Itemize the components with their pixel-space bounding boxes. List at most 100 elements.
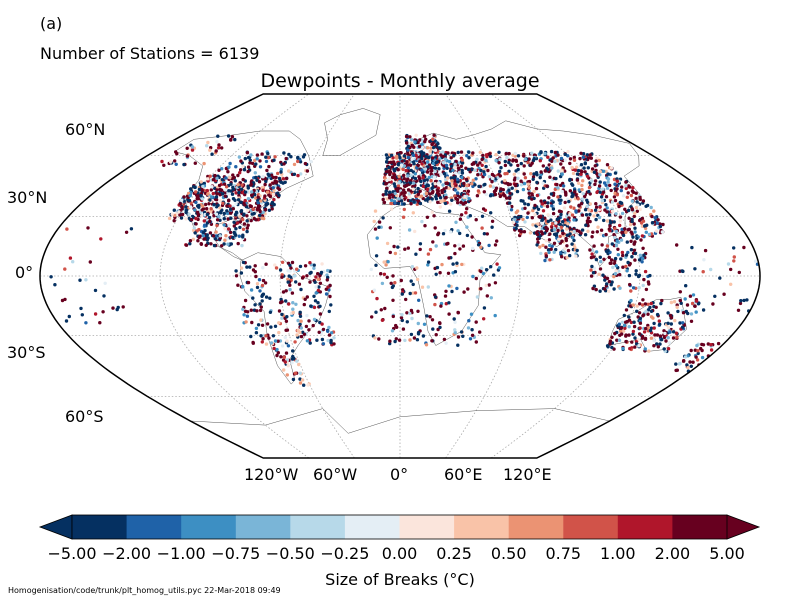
station-marker — [242, 168, 247, 172]
station-marker — [631, 286, 636, 290]
station-marker — [194, 200, 198, 205]
station-marker — [453, 182, 457, 186]
station-marker — [234, 274, 239, 278]
station-marker — [452, 175, 456, 180]
station-marker — [272, 188, 276, 193]
station-marker — [206, 140, 210, 145]
station-marker — [407, 192, 411, 196]
station-marker — [390, 165, 395, 169]
station-marker — [302, 153, 307, 157]
station-marker — [579, 172, 583, 176]
station-marker — [381, 197, 385, 202]
colorbar-tick-label: −0.75 — [211, 544, 260, 563]
station-marker — [695, 358, 700, 362]
station-marker — [392, 244, 396, 249]
station-marker — [591, 286, 595, 291]
station-marker — [480, 157, 484, 162]
station-marker — [498, 169, 502, 174]
station-marker — [431, 189, 435, 194]
station-marker — [649, 205, 653, 210]
station-marker — [173, 159, 177, 163]
station-marker — [632, 320, 636, 324]
station-marker — [230, 135, 235, 139]
station-marker — [549, 247, 553, 251]
station-marker — [438, 325, 442, 330]
station-marker — [617, 204, 621, 209]
station-marker — [433, 302, 437, 307]
station-marker — [283, 360, 287, 364]
station-marker — [205, 207, 209, 211]
station-marker — [514, 183, 518, 188]
station-marker — [298, 322, 302, 326]
station-marker — [482, 232, 487, 236]
station-marker — [498, 174, 502, 178]
station-marker — [426, 252, 431, 256]
station-marker — [307, 328, 311, 332]
station-marker — [214, 149, 218, 153]
station-marker — [388, 190, 392, 194]
station-marker — [672, 300, 677, 304]
station-marker — [572, 155, 576, 160]
station-marker — [633, 258, 637, 262]
station-marker — [384, 170, 389, 174]
station-marker — [614, 264, 618, 268]
station-marker — [660, 298, 664, 303]
station-marker — [701, 270, 705, 274]
station-marker — [655, 312, 660, 317]
station-marker — [265, 190, 270, 194]
station-marker — [457, 171, 461, 175]
station-marker — [533, 203, 537, 208]
station-marker — [403, 247, 407, 251]
station-marker — [694, 355, 698, 359]
station-marker — [605, 210, 609, 214]
station-marker — [561, 231, 565, 236]
station-marker — [621, 194, 626, 198]
station-marker — [554, 176, 558, 181]
station-marker — [449, 176, 453, 180]
station-marker — [411, 211, 415, 215]
station-marker — [372, 219, 376, 224]
station-marker — [290, 291, 295, 295]
station-marker — [690, 301, 695, 306]
station-marker — [629, 239, 633, 243]
station-marker — [320, 262, 324, 266]
station-marker — [546, 213, 550, 217]
station-marker — [522, 181, 527, 186]
station-marker — [416, 330, 421, 335]
station-marker — [288, 263, 292, 267]
station-marker — [227, 189, 231, 193]
colorbar-tick-label: 5.00 — [709, 544, 745, 563]
station-marker — [416, 321, 420, 326]
station-marker — [632, 248, 637, 252]
station-marker — [551, 156, 555, 160]
station-marker — [608, 183, 612, 188]
station-marker — [264, 295, 269, 299]
station-marker — [470, 333, 475, 337]
station-marker — [597, 158, 601, 163]
station-marker — [263, 194, 267, 198]
station-marker — [618, 200, 622, 205]
station-marker — [229, 138, 233, 142]
station-marker — [476, 163, 480, 167]
station-marker — [388, 177, 392, 182]
station-marker — [570, 242, 574, 246]
station-marker — [485, 294, 489, 298]
station-marker — [418, 242, 423, 246]
station-marker — [410, 157, 414, 161]
station-marker — [495, 239, 499, 243]
station-marker — [453, 330, 457, 335]
station-marker — [67, 314, 72, 319]
station-marker — [557, 216, 561, 220]
station-marker — [523, 157, 528, 162]
station-marker — [494, 158, 498, 163]
station-marker — [615, 193, 619, 197]
station-marker — [550, 159, 554, 163]
station-marker — [511, 220, 515, 225]
station-marker — [534, 231, 539, 235]
station-marker — [617, 269, 621, 273]
station-marker — [492, 273, 496, 277]
station-marker — [426, 165, 430, 169]
station-marker — [619, 257, 623, 261]
station-marker — [207, 202, 211, 206]
station-marker — [194, 190, 198, 194]
